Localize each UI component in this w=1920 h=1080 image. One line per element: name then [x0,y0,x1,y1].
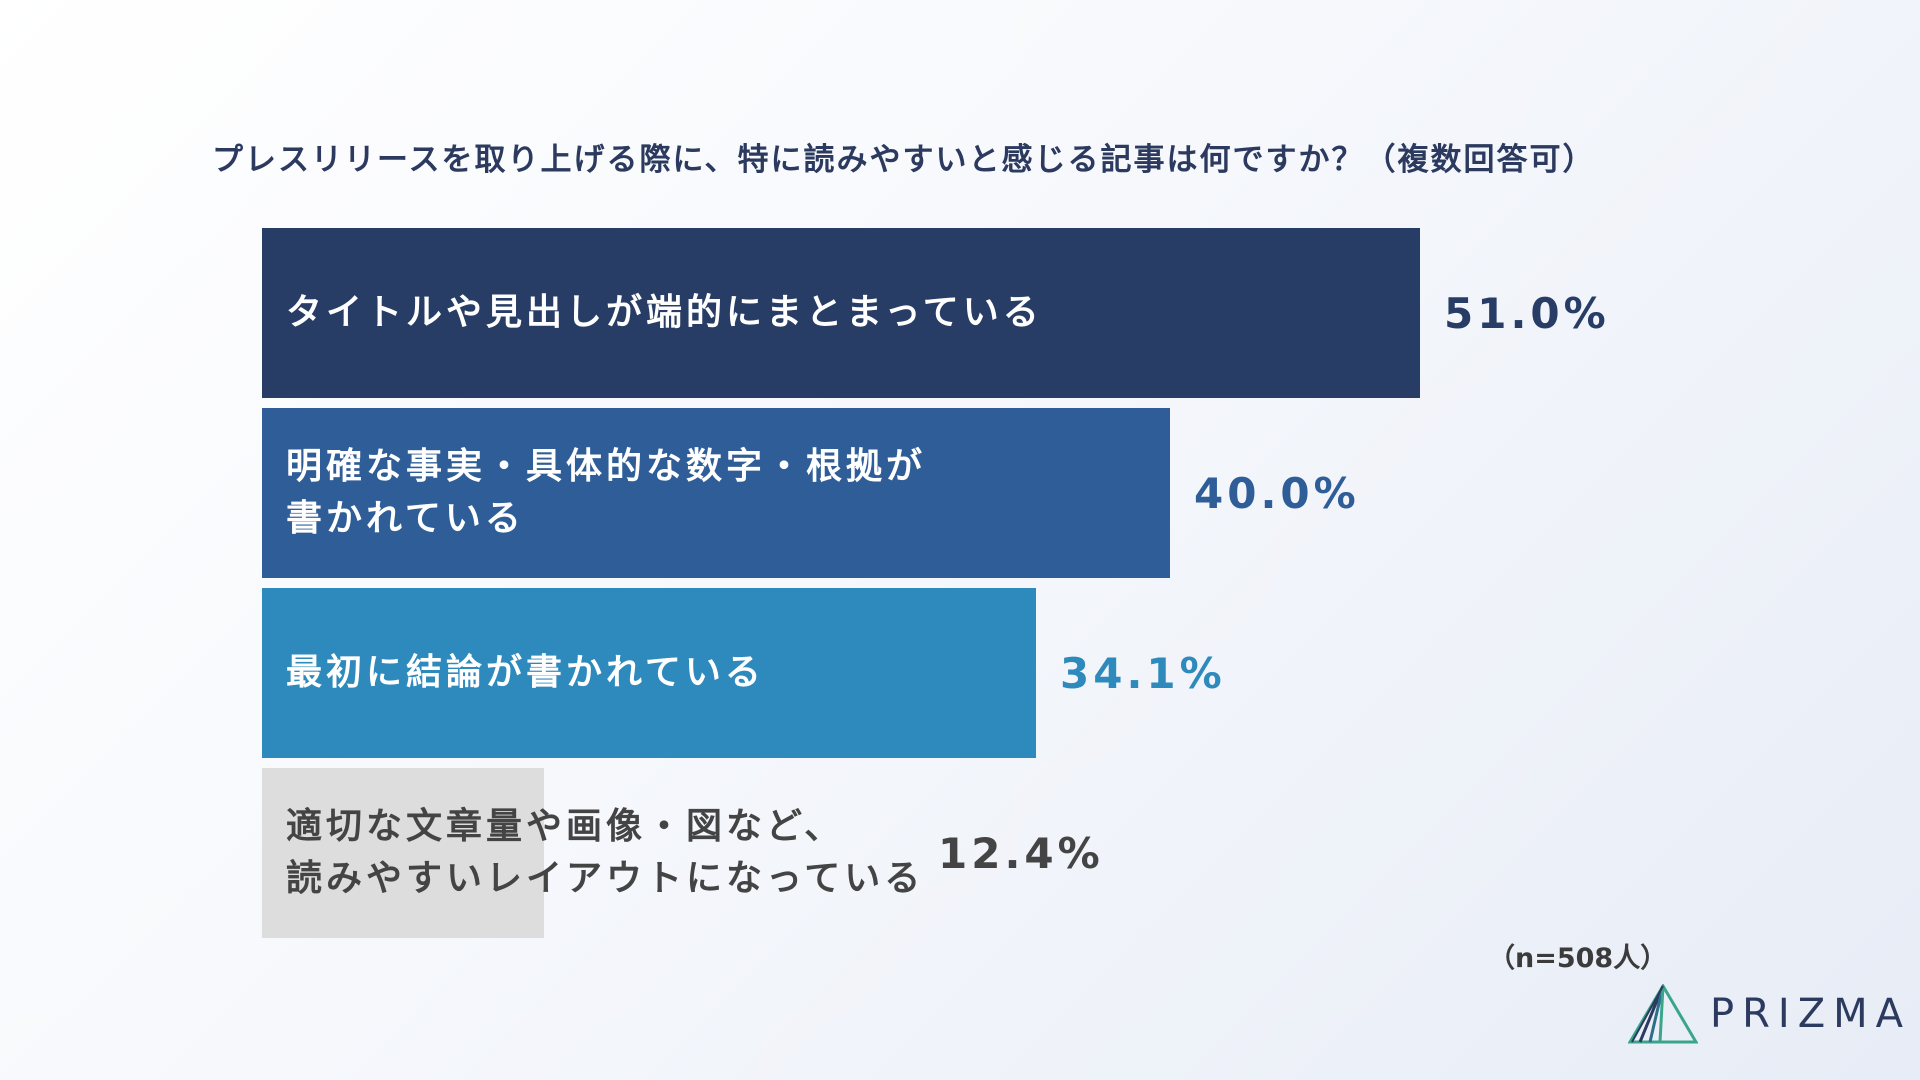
bar-value-4: 12.4% [938,828,1104,878]
bar-label-3: 最初に結論が書かれている [286,652,765,693]
bar-4 [262,768,544,938]
bar-value-3: 34.1% [1060,648,1226,698]
bar-value-2: 40.0% [1194,468,1360,518]
bar-chart: タイトルや見出しが端的にまとまっている 51.0% 明確な事実・具体的な数字・根拠が… [262,228,1712,940]
chart-title: プレスリリースを取り上げる際に、特に読みやすいと感じる記事は何ですか？（複数回答… [212,142,1596,178]
bar-value-1: 51.0% [1444,288,1610,338]
sample-size-note: （n=508人） [1488,943,1668,974]
bar-label-1: タイトルや見出しが端的にまとまっている [286,292,1043,333]
brand-name: PRIZMA [1710,991,1911,1037]
bar-3 [262,588,1036,758]
bar-1 [262,228,1420,398]
bar-label-4: 適切な文章量や画像・図など、 読みやすいレイアウトになっている [286,806,925,899]
bar-2 [262,408,1170,578]
bar-label-2: 明確な事実・具体的な数字・根拠が 書かれている [286,446,927,539]
prizma-prism-icon [1628,984,1698,1044]
brand-logo: PRIZMA [1628,984,1911,1044]
